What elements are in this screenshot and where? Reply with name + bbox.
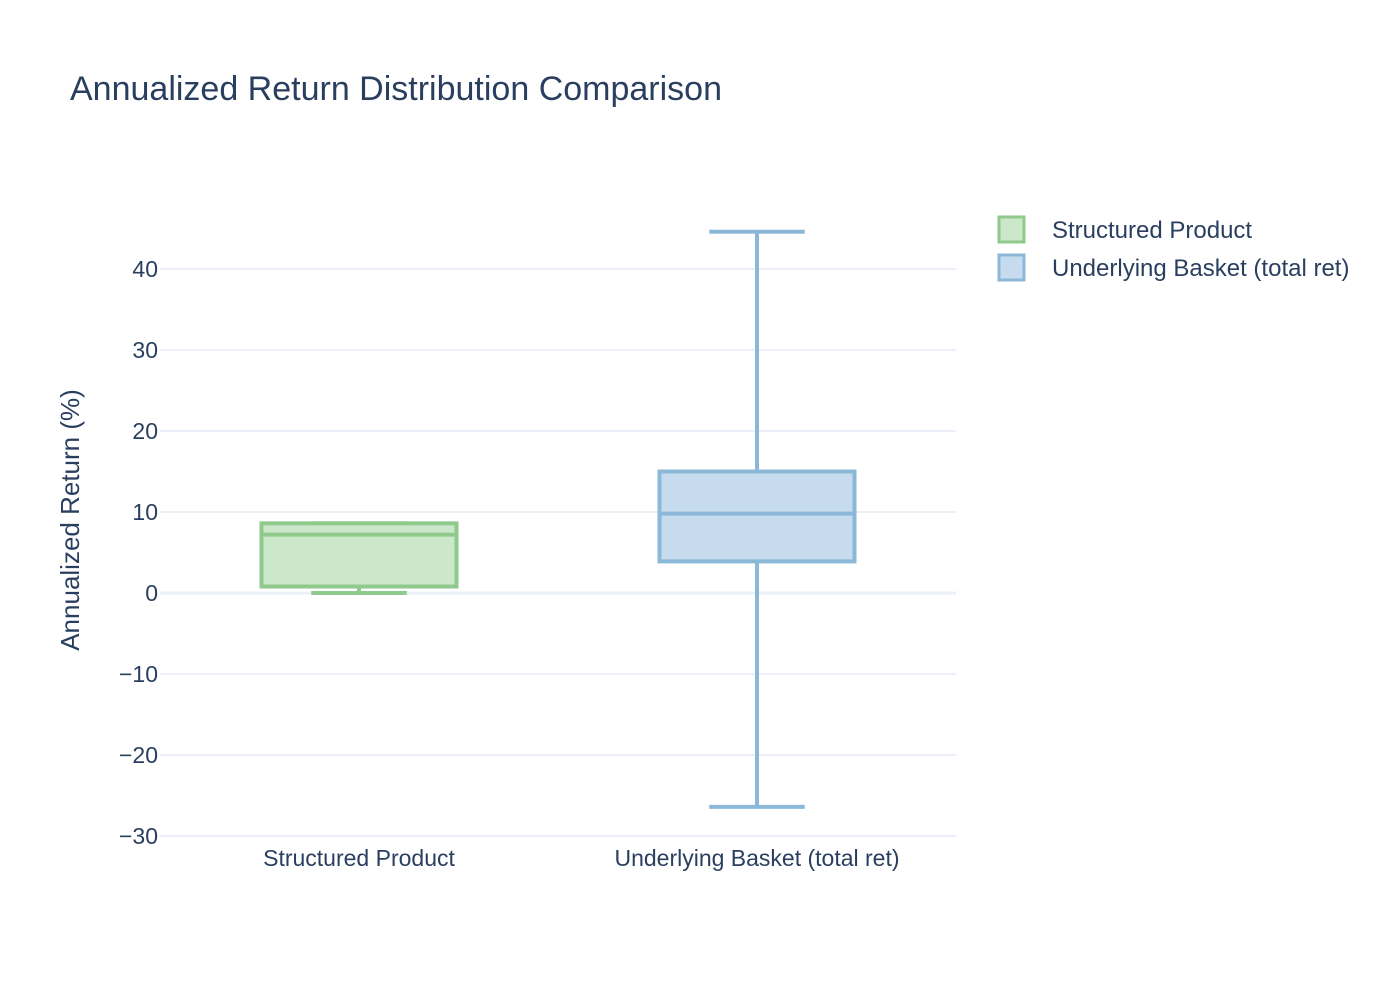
box-trace[interactable] bbox=[657, 229, 857, 809]
legend[interactable]: Structured Product Underlying Basket (tot… bbox=[997, 215, 1349, 282]
y-tick-label: 20 bbox=[132, 418, 158, 444]
y-tick-label: −30 bbox=[119, 823, 158, 849]
grid-lines bbox=[160, 268, 956, 837]
y-tick-label: −10 bbox=[119, 661, 158, 687]
legend-item[interactable]: Structured Product bbox=[997, 215, 1252, 244]
x-axis-ticks: Structured Product Underlying Basket (tot… bbox=[263, 845, 899, 871]
y-tick-label: 0 bbox=[145, 580, 158, 606]
box-iqr bbox=[657, 469, 857, 564]
y-axis-title: Annualized Return (%) bbox=[55, 389, 85, 651]
legend-label: Underlying Basket (total ret) bbox=[1052, 255, 1349, 282]
y-tick-label: 30 bbox=[132, 337, 158, 363]
legend-item[interactable]: Underlying Basket (total ret) bbox=[997, 253, 1349, 282]
box-traces bbox=[259, 229, 857, 809]
x-tick-label: Structured Product bbox=[263, 845, 455, 871]
y-tick-label: −20 bbox=[119, 742, 158, 768]
y-tick-label: 10 bbox=[132, 499, 158, 525]
legend-label: Structured Product bbox=[1052, 217, 1252, 244]
x-tick-label: Underlying Basket (total ret) bbox=[614, 845, 899, 871]
box-trace[interactable] bbox=[259, 521, 459, 595]
legend-swatch bbox=[997, 253, 1026, 282]
y-axis-ticks: −30 −20 −10 0 10 20 30 40 bbox=[119, 256, 158, 849]
legend-swatch bbox=[997, 215, 1026, 244]
chart-title: Annualized Return Distribution Compariso… bbox=[70, 70, 722, 108]
y-tick-label: 40 bbox=[132, 256, 158, 282]
